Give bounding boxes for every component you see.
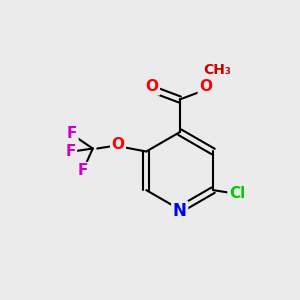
Text: O: O xyxy=(112,136,124,152)
Text: F: F xyxy=(67,126,77,141)
Text: F: F xyxy=(65,144,76,159)
Text: CH₃: CH₃ xyxy=(203,63,231,77)
Text: Cl: Cl xyxy=(229,186,245,201)
Text: F: F xyxy=(77,163,88,178)
Text: O: O xyxy=(199,79,212,94)
Text: N: N xyxy=(173,202,187,220)
Text: O: O xyxy=(146,79,159,94)
